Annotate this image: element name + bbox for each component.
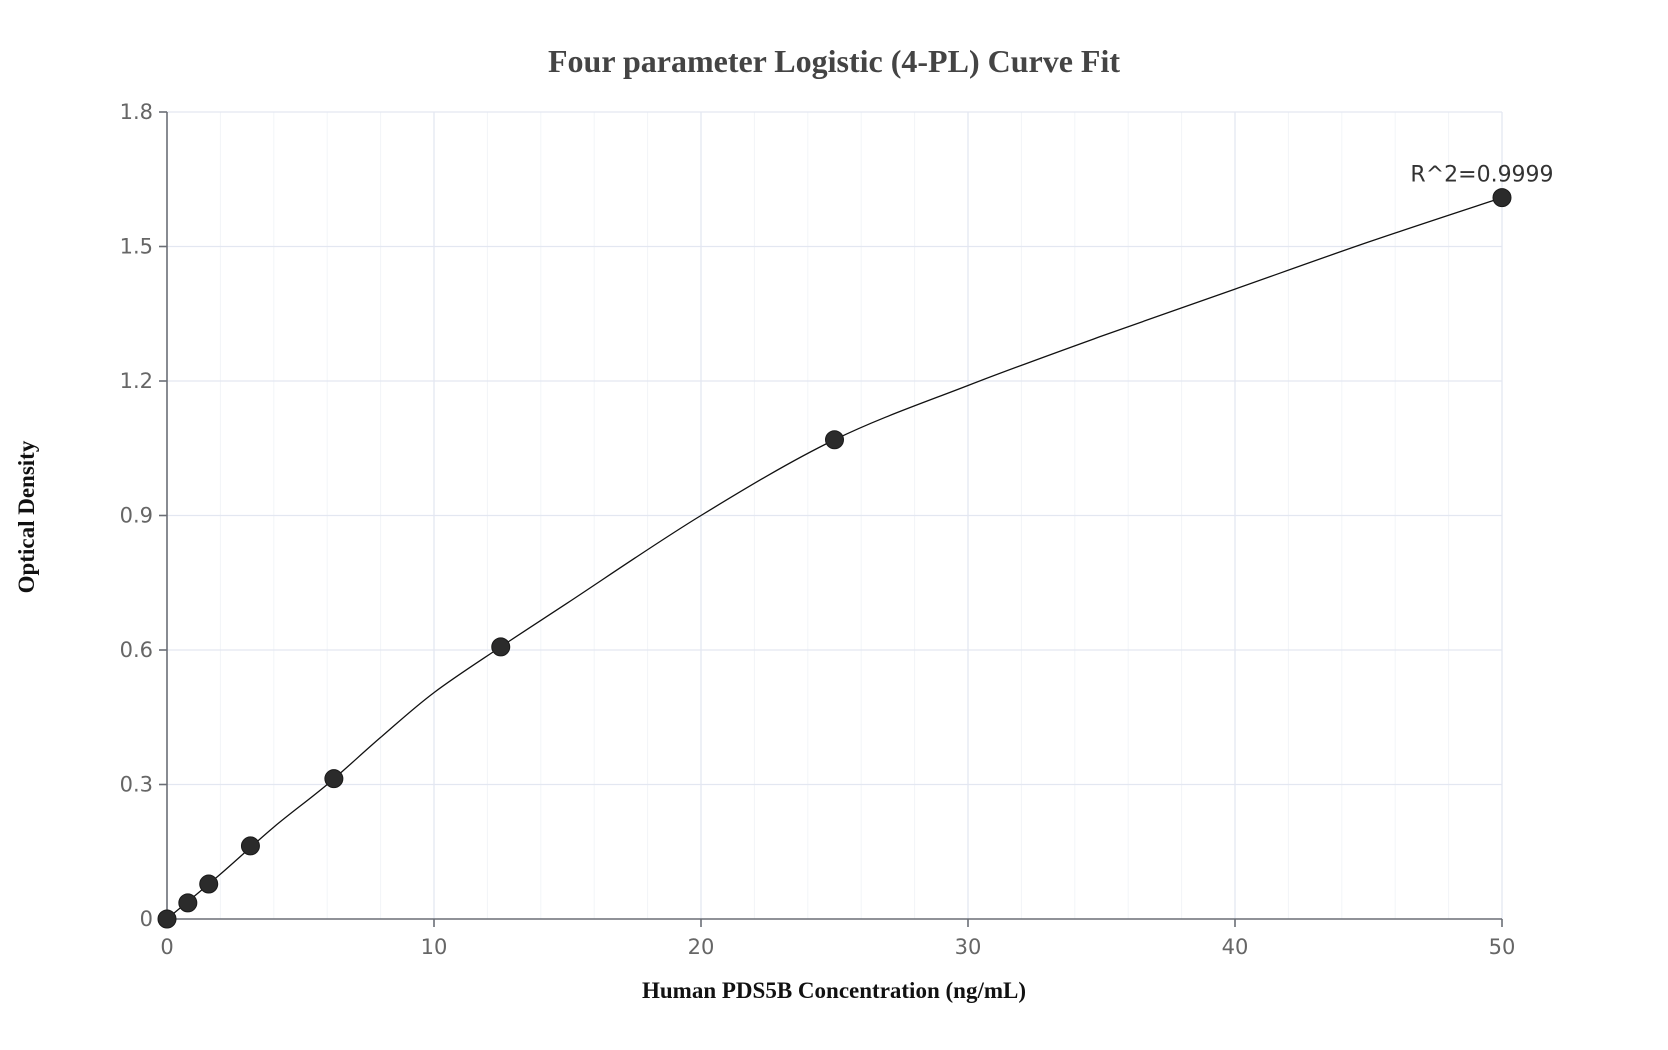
- y-tick-label: 0.6: [120, 638, 153, 662]
- fit-curve: [166, 197, 1503, 920]
- y-tick-label: 0: [140, 907, 153, 931]
- data-point: [157, 909, 177, 929]
- data-point: [178, 893, 198, 913]
- data-points: [157, 188, 1512, 929]
- data-point: [491, 637, 511, 657]
- y-tick-label: 1.8: [120, 100, 153, 124]
- y-axis-ticks: 0 0.3 0.6 0.9 1.2 1.5 1.8: [120, 100, 167, 931]
- x-tick-label: 40: [1222, 935, 1249, 959]
- x-tick-label: 0: [160, 935, 173, 959]
- y-axis-label: Optical Density: [14, 440, 39, 593]
- x-tick-label: 50: [1489, 935, 1516, 959]
- data-point: [240, 836, 260, 856]
- data-point: [199, 874, 219, 894]
- x-tick-label: 10: [421, 935, 448, 959]
- x-tick-label: 30: [955, 935, 982, 959]
- y-tick-label: 1.5: [120, 235, 153, 259]
- chart-title: Four parameter Logistic (4-PL) Curve Fit: [548, 43, 1120, 79]
- data-point: [1492, 188, 1512, 208]
- data-point: [324, 769, 344, 789]
- data-point: [825, 430, 844, 450]
- x-axis-label: Human PDS5B Concentration (ng/mL): [642, 978, 1026, 1003]
- major-gridlines: [167, 111, 1503, 919]
- y-tick-label: 1.2: [120, 369, 153, 393]
- y-tick-label: 0.3: [120, 773, 153, 797]
- x-tick-label: 20: [688, 935, 715, 959]
- y-tick-label: 0.9: [120, 504, 153, 528]
- x-axis-ticks: 0 10 20 30 40 50: [160, 919, 1515, 959]
- r-squared-annotation: R^2=0.9999: [1410, 163, 1553, 188]
